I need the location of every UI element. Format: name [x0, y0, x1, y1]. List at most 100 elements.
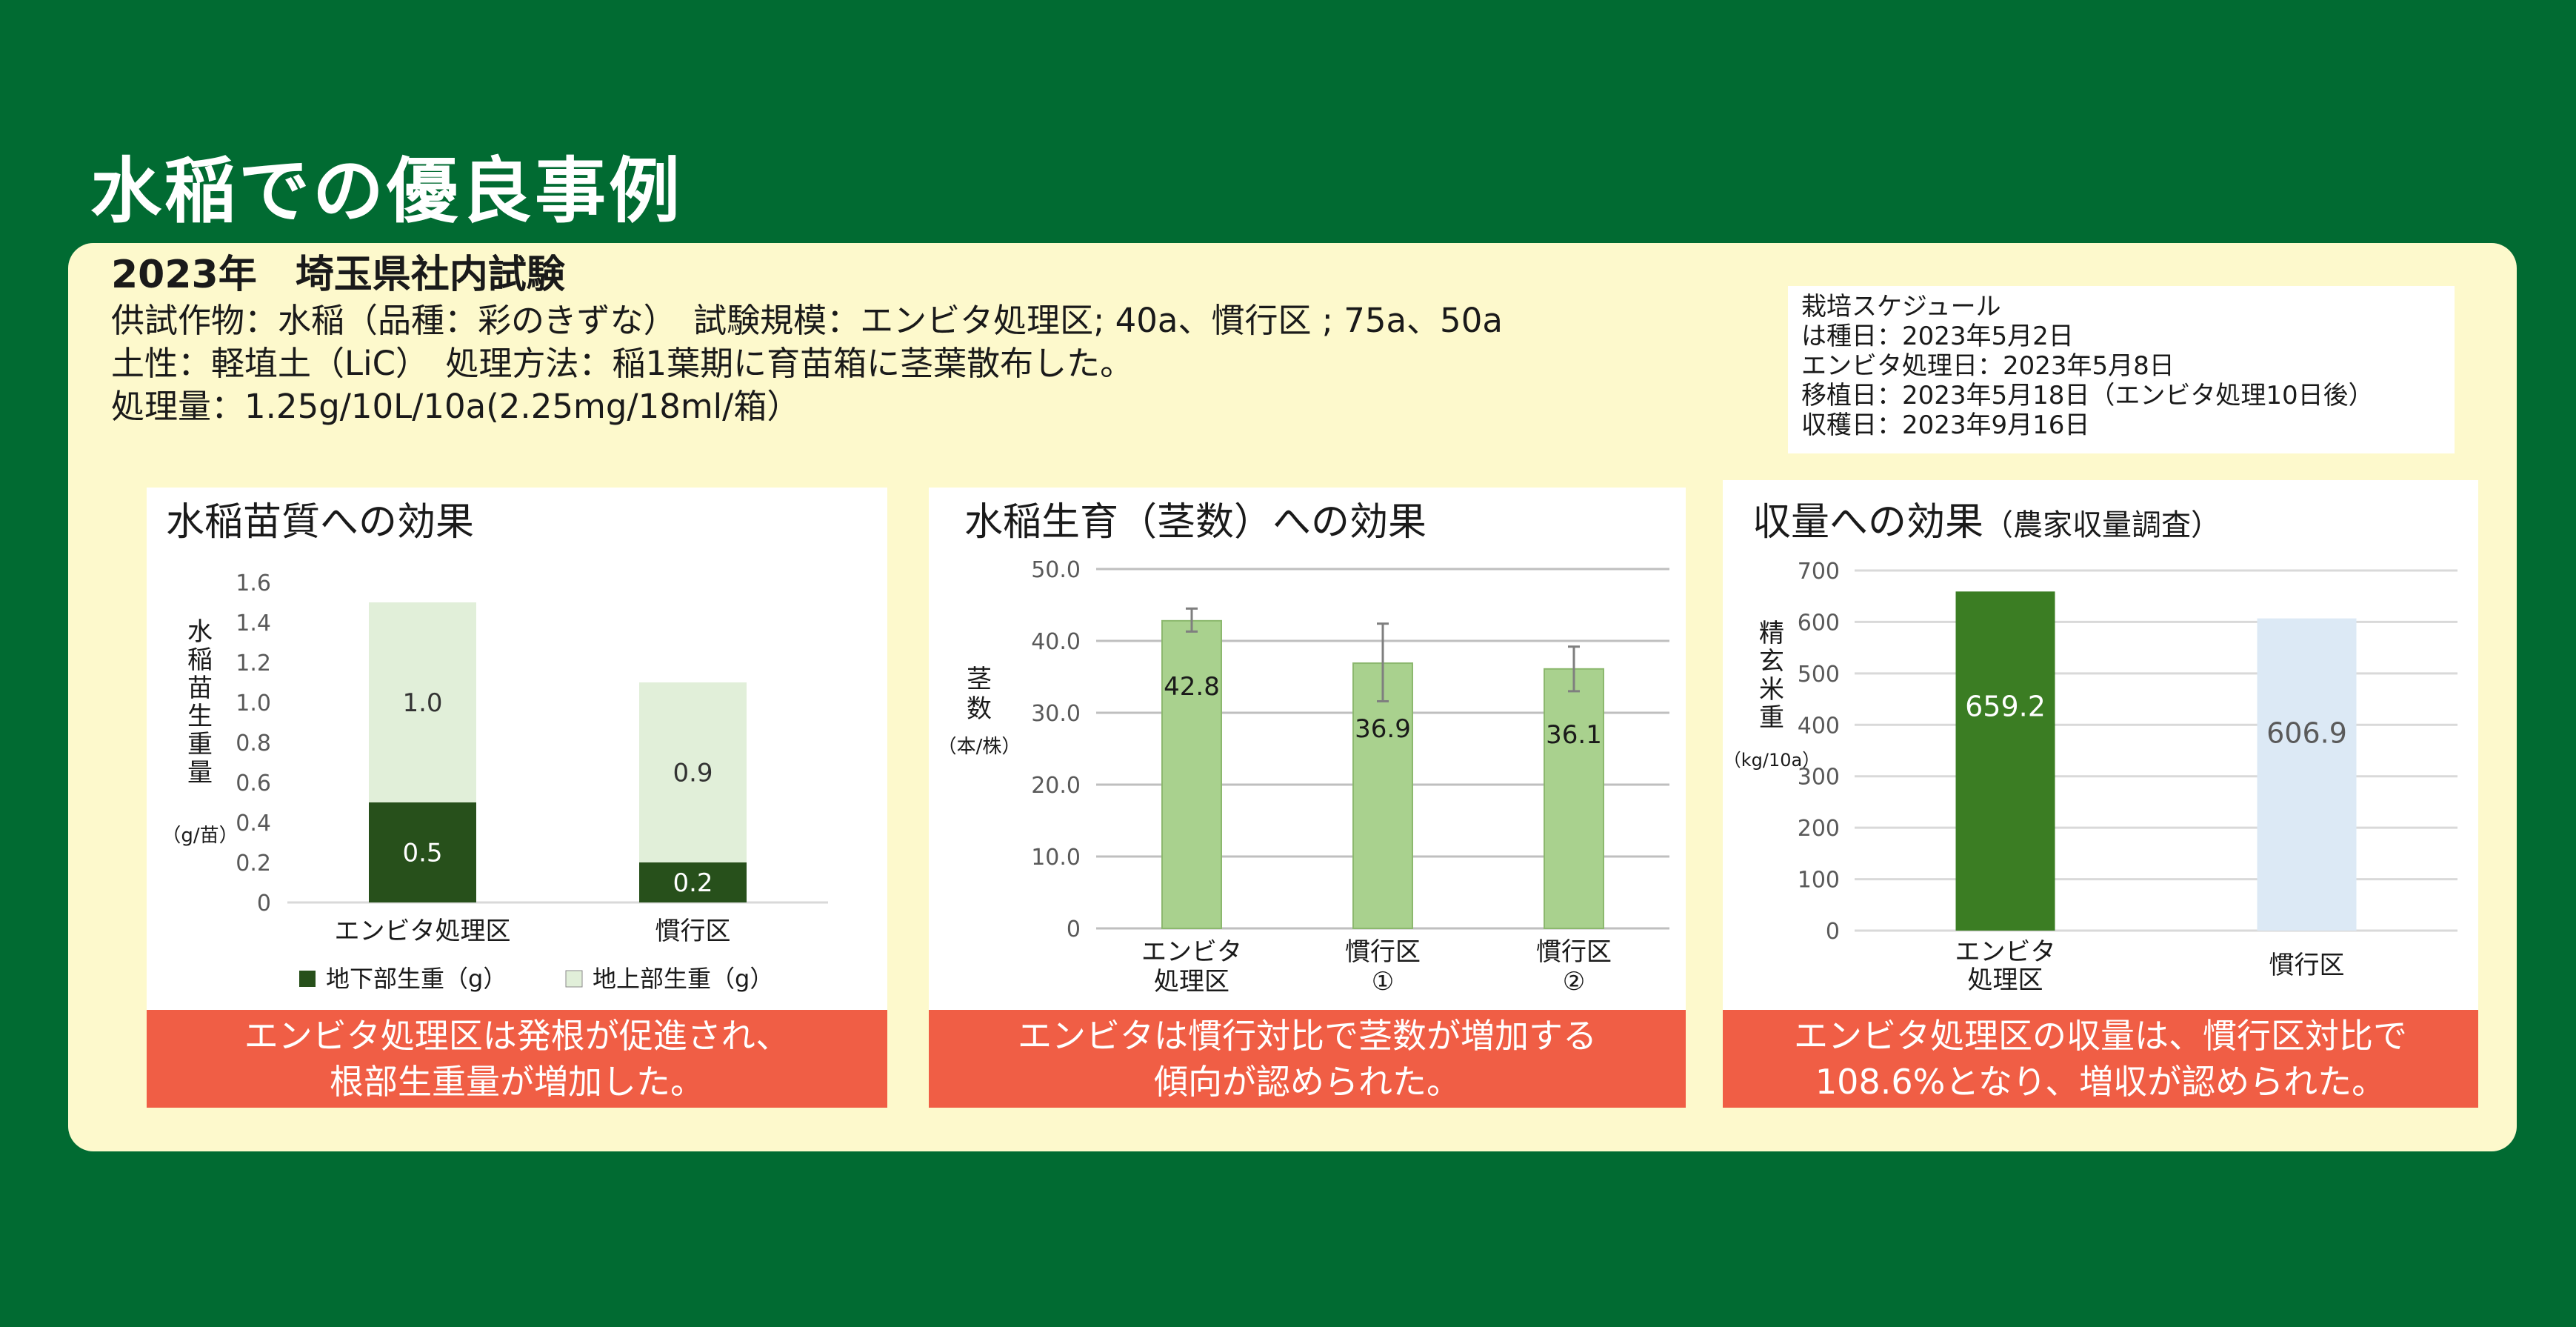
y-axis-label: 精: [1759, 619, 1784, 648]
y-axis-label: 稲: [187, 645, 213, 675]
caption-line: エンビタは慣行対比で茎数が増加する: [1018, 1016, 1597, 1056]
bar: [1955, 591, 2055, 931]
y-tick-label: 600: [1798, 610, 1840, 636]
schedule-sowing: は種日：2023年5月2日: [1801, 322, 2074, 351]
schedule-harvest: 収穫日：2023年9月16日: [1801, 410, 2090, 440]
legend-label: 地上部生重（g）: [593, 965, 773, 993]
y-tick-label: 200: [1798, 816, 1840, 842]
x-tick-label: エンビタ処理区: [335, 917, 511, 946]
chart-title: 水稲生育（茎数）への効果: [964, 500, 1427, 545]
trial-line-crop: 供試作物：水稲（品種：彩のきずな） 試験規模：エンビタ処理区; 40a、慣行区 …: [111, 301, 1503, 340]
y-axis-label: 米: [1759, 675, 1784, 705]
data-label: 0.5: [402, 839, 442, 868]
y-tick-label: 1.6: [236, 571, 271, 596]
y-tick-label: 30.0: [1031, 701, 1081, 727]
y-axis-label: 重: [1759, 703, 1784, 733]
data-label: 606.9: [2266, 717, 2347, 750]
bar: [2257, 618, 2357, 931]
x-tick-label: エンビタ: [1955, 937, 2056, 967]
schedule-transplant: 移植日：2023年5月18日（エンビタ処理10日後）: [1801, 381, 2374, 410]
legend-label: 地下部生重（g）: [326, 965, 507, 993]
trial-line-soil: 土性：軽埴土（LiC） 処理方法：稲1葉期に育苗箱に茎葉散布した。: [111, 344, 1134, 383]
y-tick-label: 0.8: [236, 731, 271, 756]
chart-title-main: 収量への効果: [1752, 500, 1984, 545]
x-tick-label: 慣行区: [2269, 951, 2345, 980]
y-tick-label: 100: [1798, 868, 1840, 894]
data-label: 1.0: [402, 688, 442, 718]
y-tick-label: 50.0: [1031, 557, 1081, 583]
content-panel: 2023年 埼玉県社内試験 供試作物：水稲（品種：彩のきずな） 試験規模：エンビ…: [68, 243, 2517, 1151]
yield-chart: 収量への効果（農家収量調査） 0 100 200 300 400 500 600 700 精玄米…: [1723, 480, 2478, 1021]
x-tick-label: ①: [1372, 967, 1394, 997]
data-label: 0.9: [673, 759, 713, 788]
y-tick-label: 0: [257, 891, 271, 917]
x-tick-label: ②: [1563, 967, 1585, 997]
legend-swatch: [565, 970, 583, 988]
tiller-count-plot: 0 10.0 20.0 30.0 40.0 50.0 茎数 （本/株） 42.8 エンビタ処理区 3…: [938, 557, 1669, 997]
y-tick-label: 10.0: [1031, 845, 1081, 871]
y-tick-label: 300: [1798, 765, 1840, 791]
caption-line: 根部生重量が増加した。: [330, 1062, 704, 1102]
data-label: 42.8: [1164, 672, 1220, 702]
legend-swatch: [299, 971, 316, 987]
y-tick-label: 1.4: [236, 611, 271, 636]
bar: [1544, 668, 1604, 930]
yield-caption: エンビタ処理区の収量は、慣行区対比で 108.6%となり、増収が認められた。: [1723, 1010, 2478, 1108]
y-tick-label: 0.6: [236, 771, 271, 796]
data-label: 36.1: [1546, 720, 1602, 750]
y-axis-label: 苗: [187, 674, 213, 703]
y-tick-label: 20.0: [1031, 773, 1081, 799]
bar: [1161, 619, 1222, 929]
y-axis-unit: （g/苗）: [161, 825, 238, 847]
trial-heading: 2023年 埼玉県社内試験: [111, 253, 565, 297]
y-tick-label: 700: [1798, 559, 1840, 585]
cultivation-schedule: 栽培スケジュール は種日：2023年5月2日 エンビタ処理日：2023年5月8日…: [1788, 286, 2455, 453]
seedling-quality-caption: エンビタ処理区は発根が促進され、 根部生重量が増加した。: [147, 1010, 887, 1108]
data-label: 36.9: [1355, 714, 1411, 744]
tiller-count-caption: エンビタは慣行対比で茎数が増加する 傾向が認められた。: [929, 1010, 1686, 1108]
trial-info: 2023年 埼玉県社内試験 供試作物：水稲（品種：彩のきずな） 試験規模：エンビ…: [111, 250, 1503, 428]
y-tick-label: 500: [1798, 662, 1840, 688]
y-tick-label: 1.0: [236, 691, 271, 716]
caption-line: 108.6%となり、増収が認められた。: [1815, 1062, 2386, 1102]
y-tick-label: 400: [1798, 713, 1840, 739]
y-tick-label: 0: [1067, 917, 1081, 942]
seedling-quality-chart: 水稲苗質への効果 0 0.2 0.4 0.6 0.8 1.0 1.2 1.4 1.6 水稲苗生重量…: [147, 488, 887, 1021]
tiller-count-chart: 水稲生育（茎数）への効果 0 10.0 20.0 30.0 40.0 50.0 茎数 （本/株…: [929, 488, 1686, 1021]
y-axis-label: 量: [187, 758, 213, 788]
bar-segment: [369, 802, 476, 902]
y-axis-label: 玄: [1759, 647, 1784, 676]
page-title: 水稲での優良事例: [90, 150, 683, 233]
trial-line-dose: 処理量：1.25g/10L/10a(2.25mg/18ml/箱）: [111, 387, 801, 426]
y-tick-label: 1.2: [236, 651, 271, 676]
y-axis-label: 茎: [967, 665, 992, 694]
schedule-title: 栽培スケジュール: [1801, 292, 2001, 322]
y-tick-label: 0: [1826, 919, 1840, 945]
bar: [1352, 662, 1413, 929]
data-label: 659.2: [1965, 690, 2046, 722]
x-tick-label: 処理区: [1154, 967, 1229, 997]
chart-title-note: （農家収量調査）: [1983, 508, 2221, 542]
y-axis-label: 生: [187, 702, 213, 731]
bar-segment: [639, 862, 747, 902]
caption-line: エンビタ処理区の収量は、慣行区対比で: [1794, 1016, 2407, 1056]
chart-title: 収量への効果（農家収量調査）: [1752, 490, 2220, 546]
bar-segment: [369, 602, 476, 802]
y-axis-unit: （本/株）: [938, 736, 1021, 758]
x-tick-label: 慣行区: [1345, 937, 1421, 967]
y-tick-label: 0.4: [236, 811, 271, 837]
y-axis-label: 水: [187, 617, 213, 647]
bar-segment: [639, 682, 747, 862]
x-tick-label: 処理区: [1968, 965, 2043, 995]
y-tick-label: 40.0: [1031, 629, 1081, 655]
y-tick-label: 0.2: [236, 851, 271, 877]
caption-line: 傾向が認められた。: [1154, 1062, 1461, 1102]
data-label: 0.2: [673, 868, 713, 898]
caption-line: エンビタ処理区は発根が促進され、: [244, 1016, 790, 1056]
y-axis-unit: （kg/10a）: [1724, 750, 1820, 771]
x-tick-label: エンビタ: [1141, 937, 1242, 967]
y-axis-label: 数: [967, 694, 992, 724]
schedule-treatment: エンビタ処理日：2023年5月8日: [1801, 351, 2175, 381]
